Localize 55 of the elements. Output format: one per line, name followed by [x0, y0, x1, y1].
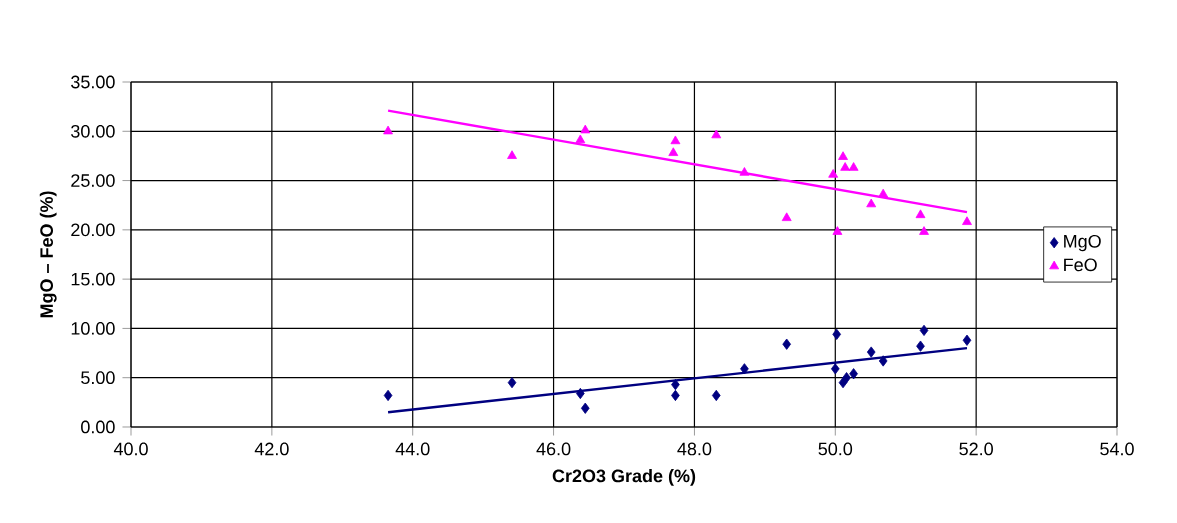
point — [840, 162, 851, 171]
y-tick-label: 10.00 — [71, 322, 115, 335]
point — [507, 150, 517, 159]
point — [830, 363, 840, 375]
point — [580, 124, 591, 134]
point — [915, 209, 926, 219]
point — [668, 147, 679, 156]
x-tick-label: 46.0 — [536, 442, 571, 456]
x-tick-label: 48.0 — [677, 442, 712, 456]
point — [832, 328, 841, 340]
point — [849, 368, 858, 380]
point — [739, 167, 750, 176]
x-tick-label: 54.0 — [1100, 442, 1134, 456]
point — [671, 379, 680, 391]
point — [962, 334, 972, 346]
point — [916, 340, 925, 352]
point — [832, 226, 843, 235]
x-tick-label: 40.0 — [113, 442, 148, 456]
point — [507, 377, 517, 389]
y-tick-label: 20.00 — [71, 223, 115, 237]
y-tick-label: 15.00 — [71, 272, 115, 286]
legend-label: FeO — [1064, 258, 1097, 272]
point — [711, 389, 721, 402]
point — [383, 389, 393, 402]
y-tick-label: 25.00 — [71, 174, 115, 187]
x-tick-label: 42.0 — [254, 442, 289, 456]
point — [878, 355, 888, 367]
point — [575, 134, 586, 144]
point — [866, 198, 877, 208]
point — [740, 363, 749, 375]
point — [383, 125, 393, 135]
y-tick-label: 5.00 — [81, 371, 115, 385]
x-tick-label: 52.0 — [959, 442, 993, 456]
x-tick-label: 50.0 — [818, 442, 853, 456]
x-axis-title: Cr2O3 Grade (%) — [552, 469, 696, 486]
point — [670, 135, 681, 145]
point — [781, 212, 792, 222]
x-tick-label: 44.0 — [395, 442, 430, 456]
point — [919, 324, 929, 336]
point — [838, 151, 848, 160]
point — [711, 129, 722, 139]
y-tick-label: 30.00 — [71, 124, 115, 138]
point — [848, 162, 859, 171]
legend-label: MgO — [1064, 234, 1101, 252]
y-tick-label: 0.00 — [81, 420, 115, 434]
point — [782, 338, 791, 350]
point — [919, 226, 929, 235]
point — [878, 188, 889, 198]
y-axis-title: MgO – FeO (%) — [39, 191, 57, 318]
y-tick-label: 35.00 — [71, 75, 115, 89]
point — [580, 402, 590, 414]
point — [962, 216, 972, 225]
point — [866, 346, 876, 358]
point — [842, 372, 851, 384]
point — [828, 169, 839, 178]
